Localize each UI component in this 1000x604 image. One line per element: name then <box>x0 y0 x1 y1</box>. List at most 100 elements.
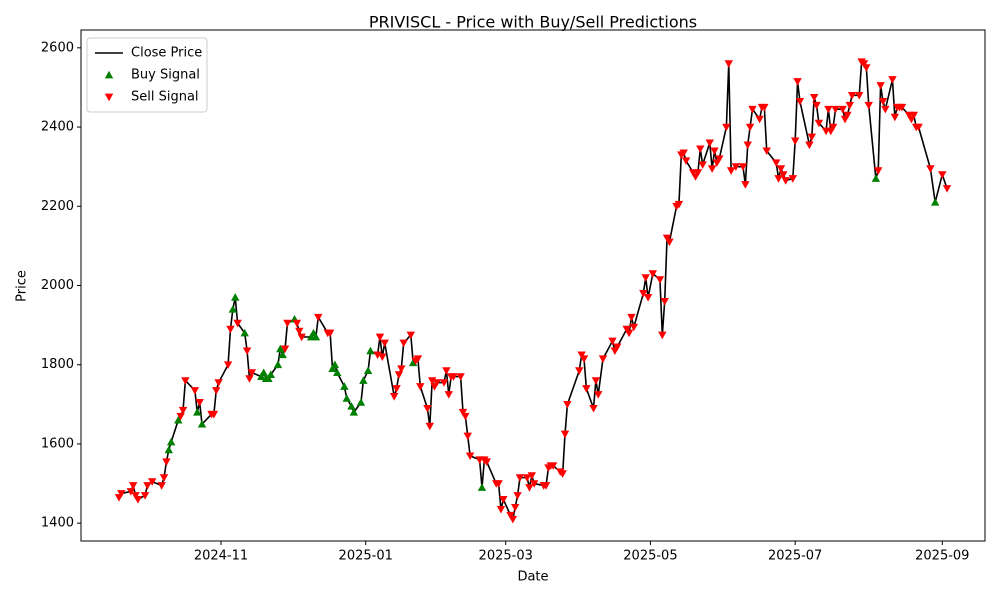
sell-marker <box>522 474 532 482</box>
y-tick-label: 2600 <box>41 40 74 55</box>
sell-marker <box>314 313 323 322</box>
sell-marker <box>463 432 472 441</box>
sell-marker <box>779 171 788 179</box>
sell-marker <box>442 367 451 375</box>
sell-marker <box>482 458 491 466</box>
legend-label: Sell Signal <box>131 90 199 105</box>
sell-marker <box>444 391 453 399</box>
sell-marker <box>724 60 733 68</box>
sell-marker <box>909 111 919 120</box>
y-tick-label: 2200 <box>41 199 74 214</box>
sell-marker <box>223 361 233 369</box>
sell-marker <box>741 181 750 189</box>
legend-label: Close Price <box>131 46 202 61</box>
sell-marker <box>613 343 622 352</box>
sell-marker <box>176 412 185 421</box>
sell-marker <box>627 313 636 322</box>
sell-marker <box>399 339 408 348</box>
sell-marker <box>389 393 399 401</box>
buy-marker <box>328 364 337 373</box>
sell-marker <box>195 398 204 407</box>
sell-marker <box>439 379 449 387</box>
buy-marker <box>240 328 249 337</box>
sell-marker <box>506 511 515 520</box>
buy-marker <box>228 305 238 313</box>
sell-marker <box>375 333 385 342</box>
sell-marker <box>876 82 885 90</box>
y-tick-label: 2000 <box>41 278 74 293</box>
sell-marker <box>449 373 458 381</box>
sell-marker <box>809 93 819 102</box>
sell-marker <box>143 482 152 490</box>
buy-marker <box>366 346 375 355</box>
sell-marker <box>147 478 157 486</box>
sell-marker <box>938 171 947 179</box>
x-axis-label: Date <box>517 570 548 585</box>
sell-marker <box>662 234 672 243</box>
sell-marker <box>859 60 869 68</box>
buy-marker <box>359 376 368 384</box>
sell-marker <box>805 141 814 150</box>
sell-marker <box>622 325 631 334</box>
sell-marker <box>525 484 534 492</box>
y-tick-label: 1600 <box>41 436 74 451</box>
sell-marker <box>776 165 786 173</box>
buy-marker <box>349 408 359 416</box>
sell-marker <box>178 406 188 415</box>
x-tick-label: 2025-09 <box>915 549 969 564</box>
sell-marker <box>743 141 752 150</box>
sell-marker <box>380 339 389 348</box>
sell-marker <box>233 319 242 328</box>
sell-marker <box>807 133 816 142</box>
sell-marker <box>527 472 537 480</box>
buy-marker <box>311 332 321 341</box>
sell-marker <box>655 276 665 284</box>
sell-marker <box>499 496 508 504</box>
sell-marker <box>297 333 306 342</box>
sell-marker <box>560 430 570 439</box>
sell-marker <box>589 404 598 413</box>
sell-marker <box>427 377 437 385</box>
sell-marker <box>641 274 650 282</box>
sell-marker <box>242 347 252 356</box>
sell-marker <box>762 147 771 156</box>
sell-marker <box>212 387 221 395</box>
sell-marker <box>738 163 748 171</box>
buy-marker <box>276 344 285 353</box>
sell-marker <box>897 103 907 112</box>
sell-marker <box>843 111 852 120</box>
buy-marker <box>266 370 276 378</box>
sell-marker <box>126 488 136 496</box>
buy-marker <box>174 415 183 424</box>
buy-marker <box>356 398 366 406</box>
sell-marker <box>914 123 923 132</box>
sell-marker <box>674 200 684 209</box>
sell-marker <box>774 175 783 183</box>
sell-marker <box>715 155 724 163</box>
sell-marker <box>660 297 669 306</box>
sell-marker <box>726 167 736 175</box>
sell-marker <box>710 147 719 156</box>
sell-marker <box>162 458 171 466</box>
sell-marker <box>397 365 406 373</box>
sell-marker <box>705 139 714 148</box>
x-tick-label: 2025-07 <box>768 549 822 564</box>
sell-marker <box>295 327 304 336</box>
buy-marker <box>363 366 373 375</box>
sell-marker <box>795 97 805 106</box>
buy-marker <box>278 350 287 359</box>
sell-marker <box>696 145 705 154</box>
sell-marker <box>423 404 432 413</box>
sell-marker <box>577 351 586 360</box>
y-tick-label: 2400 <box>41 120 74 135</box>
buy-marker <box>347 402 356 410</box>
sell-marker <box>793 78 802 86</box>
sell-marker <box>511 503 520 512</box>
sell-marker <box>558 470 567 478</box>
sell-marker <box>681 157 691 165</box>
sell-marker <box>458 408 468 417</box>
buy-marker <box>330 360 340 369</box>
sell-marker <box>831 105 840 114</box>
sell-marker <box>855 92 864 100</box>
sell-marker <box>679 149 688 157</box>
